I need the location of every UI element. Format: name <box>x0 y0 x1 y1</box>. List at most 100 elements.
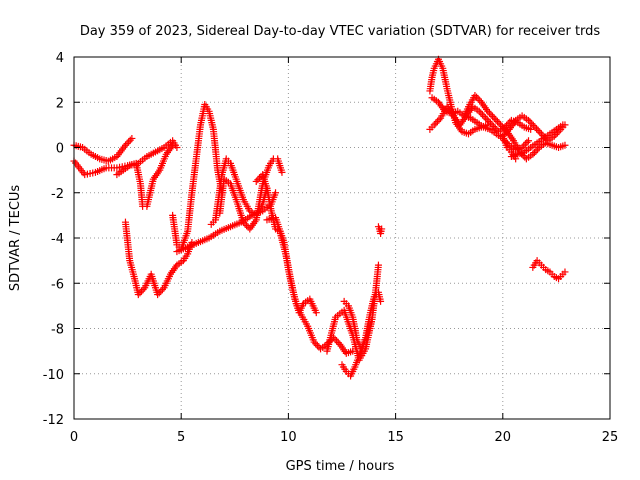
data-point-marker <box>155 289 163 297</box>
chart-title: Day 359 of 2023, Sidereal Day-to-day VTE… <box>80 24 601 39</box>
data-point-marker <box>485 117 493 125</box>
data-point-marker <box>378 225 386 233</box>
data-point-marker <box>123 140 131 148</box>
data-point-marker <box>254 176 262 184</box>
data-point-marker <box>312 309 320 317</box>
data-point-marker <box>498 123 506 131</box>
data-point-marker <box>154 291 162 299</box>
data-point-marker <box>486 119 494 127</box>
data-point-marker <box>471 91 479 99</box>
data-point-marker <box>435 116 443 124</box>
data-point-marker <box>333 337 341 345</box>
data-point-marker <box>561 141 569 149</box>
x-tick-label: 10 <box>280 430 297 445</box>
data-point-marker <box>134 291 142 299</box>
data-point-marker <box>255 174 263 182</box>
x-axis-label: GPS time / hours <box>286 459 395 474</box>
x-tick-label: 15 <box>387 430 404 445</box>
data-point-marker <box>525 137 533 145</box>
data-point-marker <box>488 121 496 129</box>
data-point-marker <box>239 218 247 226</box>
x-tick-label: 0 <box>70 430 78 445</box>
data-point-marker <box>312 340 320 348</box>
data-point-marker <box>485 109 493 117</box>
data-point-marker <box>559 121 567 129</box>
y-tick-label: -2 <box>51 187 64 202</box>
x-tick-label: 25 <box>602 430 619 445</box>
axis-ticks: 0 5 10 15 20 25 -12 -10 -8 -6 -4 -2 0 2 4 <box>43 51 619 445</box>
data-point-marker <box>533 125 541 133</box>
y-tick-label: 4 <box>56 51 64 66</box>
data-point-marker <box>480 112 488 120</box>
data-point-marker <box>523 138 531 146</box>
data-point-marker <box>136 289 144 297</box>
data-point-marker <box>531 123 539 131</box>
data-point-marker <box>500 130 508 138</box>
data-point-marker <box>478 111 486 119</box>
data-point-marker <box>534 127 542 135</box>
x-tick-label: 5 <box>177 430 185 445</box>
data-point-marker <box>126 136 134 144</box>
data-point-marker <box>497 121 505 129</box>
data-point-marker <box>487 111 495 119</box>
data-point-marker <box>475 107 483 115</box>
data-point-marker <box>489 112 497 120</box>
data-point-marker <box>521 140 529 148</box>
data-point-marker <box>526 118 534 126</box>
data-point-marker <box>334 339 342 347</box>
data-point-marker <box>430 121 438 129</box>
data-point-marker <box>504 127 512 135</box>
data-point-marker <box>490 114 498 122</box>
data-point-marker <box>537 130 545 138</box>
data-point-marker <box>476 97 484 105</box>
data-point-marker <box>473 93 481 101</box>
data-point-marker <box>173 144 181 151</box>
data-point-marker <box>158 285 166 293</box>
data-point-marker <box>527 125 535 133</box>
data-point-marker <box>474 95 482 103</box>
data-point-marker <box>490 123 498 131</box>
y-tick-label: -6 <box>51 277 64 292</box>
data-point-marker <box>530 149 538 157</box>
data-point-marker <box>252 177 260 185</box>
data-point-marker <box>529 150 537 158</box>
y-tick-label: 0 <box>56 142 64 157</box>
data-point-marker <box>272 189 280 197</box>
data-point-marker <box>520 142 528 150</box>
data-point-marker <box>310 338 318 346</box>
data-point-marker <box>495 119 503 127</box>
y-tick-label: -4 <box>51 232 64 247</box>
data-point-marker <box>534 145 542 153</box>
data-point-marker <box>482 114 490 122</box>
data-point-marker <box>512 155 520 163</box>
data-point-marker <box>477 109 485 117</box>
data-point-marker <box>433 117 441 125</box>
data-point-marker <box>528 120 536 128</box>
y-tick-label: 2 <box>56 96 64 111</box>
data-point-marker <box>377 297 385 305</box>
y-tick-label: -12 <box>43 413 64 428</box>
data-point-marker <box>432 119 440 127</box>
data-point-marker <box>374 261 382 269</box>
grid-lines <box>74 57 610 419</box>
y-tick-label: -10 <box>43 368 64 383</box>
data-point-marker <box>241 220 249 228</box>
y-axis-label: SDTVAR / TECUs <box>8 185 23 292</box>
data-point-marker <box>536 128 544 136</box>
data-point-marker <box>484 107 492 115</box>
data-point-marker <box>502 129 510 137</box>
data-point-marker <box>139 285 147 293</box>
data-point-marker <box>313 341 321 349</box>
data-point-marker <box>125 138 133 146</box>
data-point-marker <box>492 116 500 124</box>
data-point-marker <box>483 116 491 124</box>
data-point-marker <box>532 147 540 155</box>
y-tick-label: -8 <box>51 323 64 338</box>
data-point-marker <box>500 124 508 132</box>
x-tick-label: 20 <box>495 430 512 445</box>
data-point-marker <box>525 116 533 124</box>
data-point-marker <box>138 287 146 295</box>
data-point-marker <box>157 287 165 295</box>
data-point-marker <box>561 268 569 276</box>
